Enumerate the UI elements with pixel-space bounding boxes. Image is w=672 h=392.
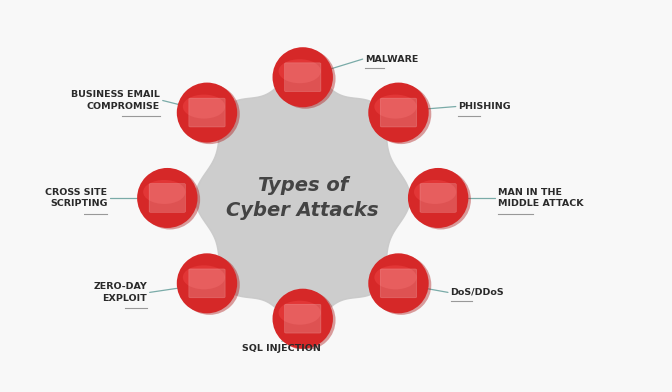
Ellipse shape — [183, 265, 225, 289]
Polygon shape — [195, 70, 411, 326]
Ellipse shape — [368, 253, 429, 313]
Ellipse shape — [279, 301, 321, 325]
Text: Cyber Attacks: Cyber Attacks — [226, 201, 379, 220]
Ellipse shape — [140, 169, 200, 229]
Ellipse shape — [371, 84, 431, 144]
Text: DoS/DDoS: DoS/DDoS — [450, 288, 504, 297]
Text: Types of: Types of — [257, 176, 348, 195]
Ellipse shape — [273, 47, 333, 107]
FancyBboxPatch shape — [284, 63, 321, 92]
Ellipse shape — [368, 83, 429, 143]
Text: PHISHING: PHISHING — [458, 102, 511, 111]
Text: MALWARE: MALWARE — [366, 54, 419, 64]
Text: CROSS SITE
SCRIPTING: CROSS SITE SCRIPTING — [45, 188, 108, 208]
Ellipse shape — [374, 94, 417, 119]
Ellipse shape — [279, 59, 321, 83]
Ellipse shape — [414, 180, 456, 204]
Ellipse shape — [143, 180, 185, 204]
Ellipse shape — [177, 83, 237, 143]
Ellipse shape — [183, 94, 225, 119]
Text: BUSINESS EMAIL
COMPROMISE: BUSINESS EMAIL COMPROMISE — [71, 90, 160, 111]
FancyBboxPatch shape — [380, 98, 417, 127]
Ellipse shape — [137, 168, 198, 228]
Ellipse shape — [371, 255, 431, 315]
Ellipse shape — [411, 169, 471, 229]
Text: MAN IN THE
MIDDLE ATTACK: MAN IN THE MIDDLE ATTACK — [498, 188, 583, 208]
FancyBboxPatch shape — [189, 269, 225, 298]
Ellipse shape — [179, 255, 240, 315]
FancyBboxPatch shape — [149, 183, 185, 212]
FancyBboxPatch shape — [420, 183, 456, 212]
Text: SQL INJECTION: SQL INJECTION — [243, 345, 321, 353]
Ellipse shape — [273, 289, 333, 349]
Ellipse shape — [275, 49, 335, 109]
Ellipse shape — [408, 168, 468, 228]
Ellipse shape — [374, 265, 417, 289]
Ellipse shape — [179, 84, 240, 144]
Text: ZERO-DAY
EXPLOIT: ZERO-DAY EXPLOIT — [93, 282, 147, 303]
Ellipse shape — [177, 253, 237, 313]
FancyBboxPatch shape — [189, 98, 225, 127]
FancyBboxPatch shape — [284, 304, 321, 333]
FancyBboxPatch shape — [380, 269, 417, 298]
Ellipse shape — [275, 290, 335, 350]
